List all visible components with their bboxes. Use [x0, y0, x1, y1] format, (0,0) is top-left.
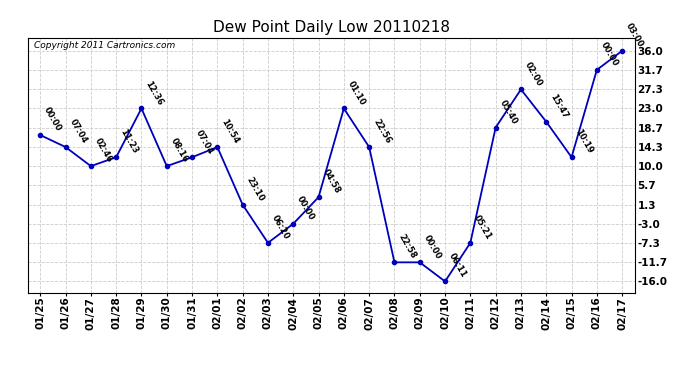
Text: 07:04: 07:04: [68, 118, 88, 145]
Text: Copyright 2011 Cartronics.com: Copyright 2011 Cartronics.com: [34, 41, 175, 50]
Text: 00:00: 00:00: [42, 106, 63, 133]
Text: 02:00: 02:00: [523, 60, 544, 88]
Text: 00:00: 00:00: [599, 41, 620, 68]
Text: 01:10: 01:10: [346, 79, 367, 106]
Text: 05:21: 05:21: [473, 213, 493, 241]
Text: 23:10: 23:10: [245, 176, 266, 203]
Text: 15:47: 15:47: [549, 92, 569, 120]
Text: 00:00: 00:00: [295, 195, 316, 222]
Text: 05:40: 05:40: [497, 98, 519, 126]
Text: 04:58: 04:58: [321, 168, 342, 195]
Text: 22:58: 22:58: [397, 233, 417, 261]
Text: 07:04: 07:04: [194, 128, 215, 156]
Title: Dew Point Daily Low 20110218: Dew Point Daily Low 20110218: [213, 20, 450, 35]
Text: 22:56: 22:56: [371, 117, 393, 145]
Text: 11:23: 11:23: [118, 128, 139, 156]
Text: 06:11: 06:11: [447, 252, 469, 280]
Text: 10:54: 10:54: [219, 118, 241, 145]
Text: 10:19: 10:19: [573, 128, 595, 156]
Text: 00:00: 00:00: [422, 233, 443, 261]
Text: 02:46: 02:46: [93, 136, 114, 164]
Text: 03:00: 03:00: [624, 22, 645, 49]
Text: 12:36: 12:36: [144, 79, 165, 106]
Text: 08:16: 08:16: [169, 137, 190, 164]
Text: 06:20: 06:20: [270, 213, 291, 241]
